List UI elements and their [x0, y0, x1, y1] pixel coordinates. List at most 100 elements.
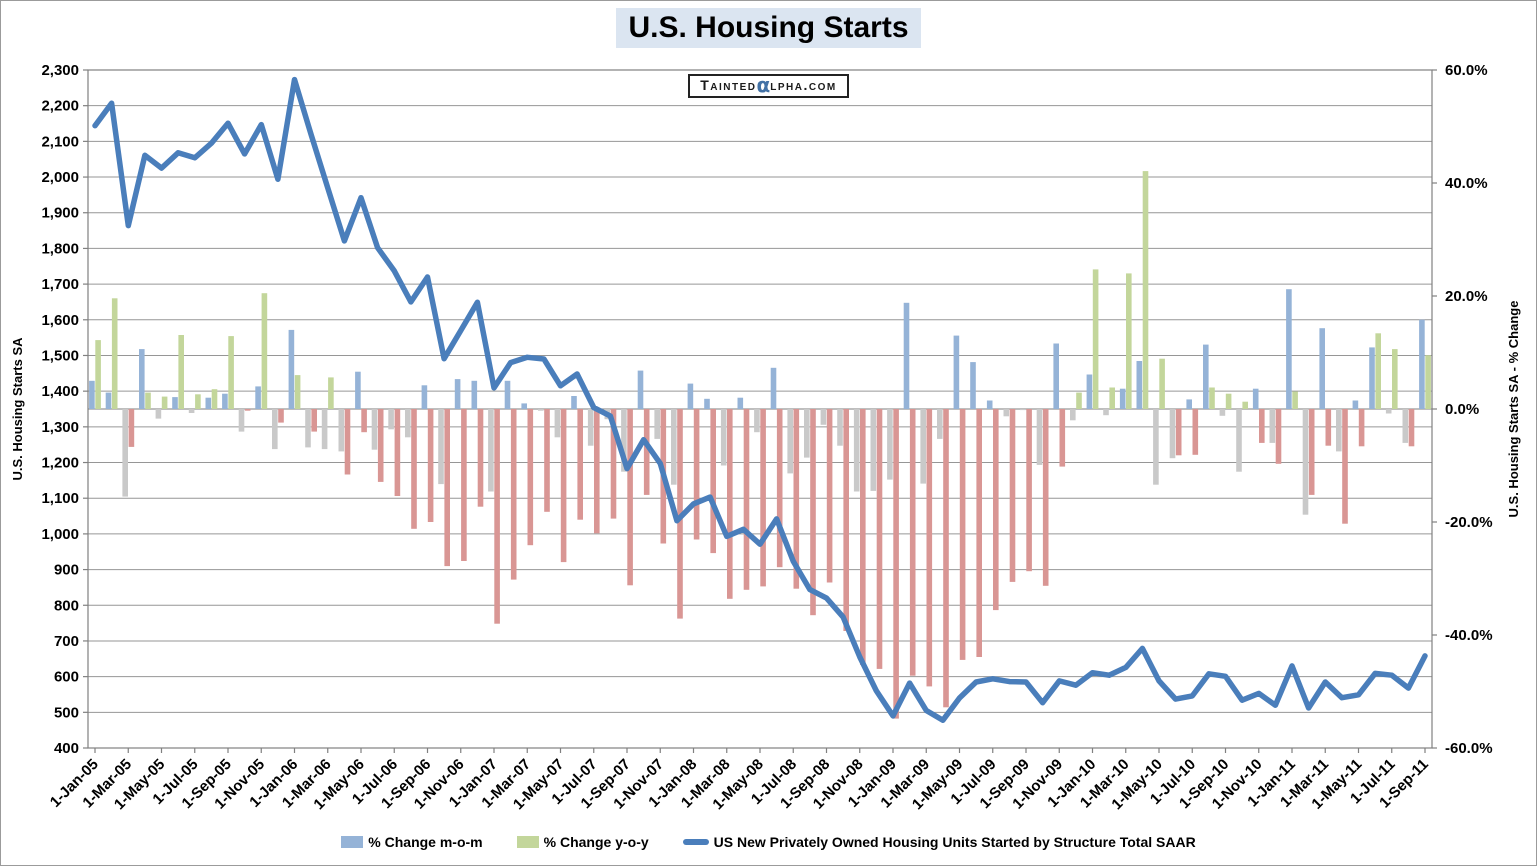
- y-right-tick-label: 40.0%: [1445, 175, 1488, 192]
- mom-bar: [305, 409, 311, 448]
- mom-bar: [1103, 409, 1109, 416]
- yoy-bar: [1059, 409, 1066, 467]
- yoy-bar: [1358, 409, 1365, 447]
- y-left-tick-label: 1,400: [41, 383, 79, 400]
- mom-bar: [454, 379, 461, 409]
- yoy-bar: [860, 409, 866, 665]
- yoy-bar: [544, 409, 550, 512]
- mom-bar: [853, 409, 860, 492]
- yoy-bar: [211, 389, 218, 409]
- mom-bar: [587, 409, 594, 446]
- y-left-tick-label: 700: [54, 633, 79, 650]
- yoy-bar: [477, 409, 484, 507]
- yoy-bar: [1126, 273, 1132, 409]
- yoy-bar: [444, 409, 450, 567]
- yoy-bar: [693, 409, 700, 540]
- yoy-bar: [161, 396, 168, 409]
- mom-bar: [421, 385, 428, 409]
- mom-bar: [1136, 361, 1143, 409]
- mom-bar: [238, 409, 245, 432]
- mom-bar: [1352, 400, 1359, 409]
- y-left-tick-label: 800: [54, 597, 79, 614]
- yoy-bar: [793, 409, 800, 589]
- yoy-bar: [461, 409, 467, 561]
- yoy-bar: [594, 409, 600, 534]
- mom-bar: [1402, 409, 1409, 443]
- yoy-bar: [1342, 409, 1348, 524]
- yoy-bar: [560, 409, 567, 563]
- yoy-bar: [294, 375, 301, 409]
- mom-bar: [105, 392, 112, 409]
- yoy-bar: [643, 409, 650, 495]
- mom-bar: [1269, 409, 1276, 443]
- mom-bar: [970, 362, 976, 409]
- yoy-bar: [1026, 409, 1032, 572]
- mom-bar: [488, 409, 494, 492]
- yoy-bar: [577, 409, 583, 520]
- mom-bar: [654, 409, 660, 439]
- watermark-part2: lpha.com: [770, 77, 837, 93]
- yoy-bar: [976, 409, 982, 657]
- mom-bar: [438, 409, 444, 485]
- yoy-bar: [1242, 401, 1248, 409]
- y-left-tick-label: 1,900: [41, 205, 79, 222]
- mom-bar: [471, 380, 478, 410]
- yoy-bar: [311, 409, 317, 432]
- page-title: U.S. Housing Starts: [616, 8, 921, 48]
- mom-bar: [1385, 409, 1392, 414]
- yoy-bar: [244, 409, 251, 411]
- legend-label-saar-line: US New Privately Owned Housing Units Sta…: [713, 834, 1196, 850]
- mom-bar: [720, 409, 727, 466]
- yoy-bar: [993, 409, 999, 611]
- yoy-bar: [909, 409, 916, 676]
- yoy-bar: [843, 409, 849, 631]
- y-left-tick-label: 400: [54, 740, 79, 757]
- yoy-bar: [627, 409, 633, 586]
- yoy-bar: [527, 409, 534, 546]
- yoy-bar: [610, 409, 617, 519]
- watermark-alpha-glyph: α: [756, 73, 771, 97]
- yoy-bar: [111, 298, 118, 409]
- yoy-bar: [178, 335, 184, 409]
- mom-bar: [288, 329, 295, 409]
- mom-bar: [754, 409, 760, 433]
- yoy-bar: [727, 409, 733, 599]
- mom-bar: [1186, 399, 1192, 409]
- mom-bar: [255, 386, 261, 409]
- y-left-tick-label: 1,200: [41, 455, 79, 472]
- yoy-bar: [394, 409, 401, 496]
- mom-bar: [272, 409, 278, 450]
- y-left-tick-label: 2,200: [41, 98, 79, 115]
- watermark-part1: Tainted: [700, 77, 757, 93]
- mom-bar: [986, 400, 993, 409]
- yoy-bar: [1175, 409, 1182, 456]
- y-left-tick-label: 1,100: [41, 490, 79, 507]
- yoy-bar: [1225, 393, 1232, 409]
- mom-bar: [1286, 289, 1292, 409]
- yoy-bar: [95, 340, 101, 409]
- mom-bar: [1053, 343, 1059, 409]
- y-left-tick-label: 2,300: [41, 62, 79, 79]
- mom-bar: [920, 409, 926, 484]
- yoy-bar: [1192, 409, 1199, 455]
- mom-bar: [937, 409, 943, 439]
- mom-bar: [222, 393, 228, 409]
- mom-bar: [571, 396, 577, 409]
- yoy-bar: [943, 409, 949, 708]
- yoy-bar: [1325, 409, 1332, 446]
- mom-bar: [671, 409, 677, 485]
- y-left-tick-label: 500: [54, 704, 79, 721]
- yoy-bar: [1076, 392, 1082, 409]
- yoy-bar: [195, 394, 201, 409]
- mom-bar: [1119, 388, 1126, 409]
- yoy-bar: [1308, 409, 1315, 495]
- y-right-tick-label: -40.0%: [1445, 627, 1493, 644]
- mom-bar: [1086, 374, 1093, 409]
- yoy-bar: [510, 409, 517, 580]
- yoy-bar: [1408, 409, 1415, 447]
- mom-bar: [188, 409, 195, 413]
- yoy-bar: [926, 409, 933, 687]
- mom-bar: [1219, 409, 1226, 416]
- mom-bar: [1252, 388, 1259, 409]
- mom-bar: [538, 409, 544, 411]
